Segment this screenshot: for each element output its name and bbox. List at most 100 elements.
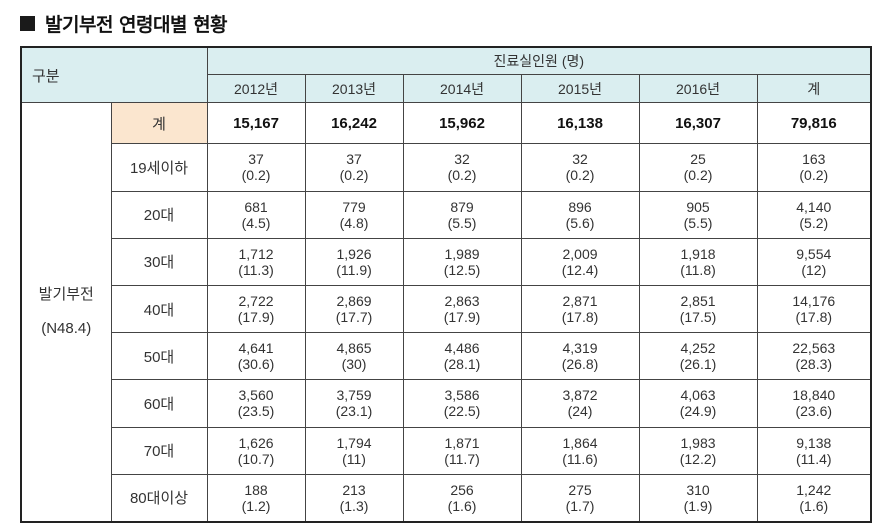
count-value: 188: [244, 481, 268, 498]
table-row: 30대 1,712 (11.3) 1,926 (11.9) 1,989 (12.5) 2,00…: [21, 237, 872, 286]
year-header: 2012년: [206, 74, 306, 104]
count-value: 14,176: [792, 293, 836, 310]
percent-value: (4.8): [339, 214, 369, 231]
data-cell: 3,560 (23.5): [206, 379, 306, 428]
data-cell: 1,926 (11.9): [304, 237, 404, 286]
data-cell: 2,851 (17.5): [638, 284, 758, 334]
data-cell: 25 (0.2): [638, 143, 758, 192]
count-value: 4,140: [796, 198, 832, 215]
percent-value: (4.5): [241, 214, 271, 231]
data-cell: 1,983 (12.2): [638, 426, 758, 475]
data-cell: 779 (4.8): [304, 190, 404, 239]
data-cell: 22,563 (28.3): [756, 332, 872, 381]
count-value: 1,712: [238, 245, 274, 262]
percent-value: (30.6): [237, 356, 275, 373]
percent-value: (30): [341, 356, 367, 373]
percent-value: (11.4): [796, 450, 832, 467]
table-row: 70대 1,626 (10.7) 1,794 (11) 1,871 (11.7) 1,864(…: [21, 426, 872, 475]
count-value: 3,586: [444, 387, 480, 404]
data-cell: 3,759 (23.1): [304, 379, 404, 428]
year-header: 2016년: [638, 74, 758, 104]
age-label: 20대: [110, 190, 208, 239]
data-cell: 3,586 (22.5): [402, 379, 522, 428]
count-value: 896: [568, 198, 592, 215]
data-cell: 879 (5.5): [402, 190, 522, 239]
data-cell: 188 (1.2): [206, 473, 306, 523]
data-cell: 1,918 (11.8): [638, 237, 758, 286]
table-row: 40대 2,722 (17.9) 2,869 (17.7) 2,863 (17.9) 2,87…: [21, 284, 872, 334]
data-cell: 896 (5.6): [520, 190, 640, 239]
data-cell: 905 (5.5): [638, 190, 758, 239]
count-value: 2,869: [336, 293, 372, 310]
percent-value: (23.1): [335, 403, 373, 420]
count-value: 4,319: [562, 340, 598, 357]
group-label: 발기부전 (N48.4): [20, 102, 112, 523]
percent-value: (23.5): [237, 403, 275, 420]
count-value: 9,554: [796, 245, 832, 262]
data-cell: 163 (0.2): [756, 143, 872, 192]
percent-value: (0.2): [447, 167, 477, 184]
percent-value: (5.2): [799, 214, 829, 231]
year-header: 계: [756, 74, 872, 104]
data-cell: 1,242 (1.6): [756, 473, 872, 523]
count-value: 3,560: [238, 387, 274, 404]
percent-value: (1.6): [799, 497, 829, 514]
page-title-row: 발기부전 연령대별 현황: [20, 8, 228, 38]
percent-value: (11.6): [562, 450, 598, 467]
data-cell: 256 (1.6): [402, 473, 522, 523]
percent-value: (1.7): [565, 497, 595, 514]
data-cell: 4,641 (30.6): [206, 332, 306, 381]
total-cell: 16,242: [304, 102, 404, 145]
count-value: 22,563: [792, 340, 836, 357]
percent-value: (11.9): [336, 261, 372, 278]
percent-value: (28.3): [795, 356, 833, 373]
count-value: 4,063: [680, 387, 716, 404]
data-cell: 37 (0.2): [304, 143, 404, 192]
percent-value: (23.6): [795, 403, 833, 420]
count-value: 4,865: [336, 340, 372, 357]
count-value: 1,242: [796, 481, 832, 498]
data-cell: 9,138 (11.4): [756, 426, 872, 475]
data-cell: 18,840 (23.6): [756, 379, 872, 428]
data-cell: 9,554 (12): [756, 237, 872, 286]
count-value: 879: [450, 198, 474, 215]
count-value: 32: [454, 151, 470, 168]
data-cell: 14,176 (17.8): [756, 284, 872, 334]
percent-value: (17.8): [561, 309, 599, 326]
count-value: 2,722: [238, 293, 274, 310]
count-value: 9,138: [796, 434, 832, 451]
page-title: 발기부전 연령대별 현황: [45, 13, 228, 36]
data-cell: 1,794 (11): [304, 426, 404, 475]
table-row: 50대 4,641 (30.6) 4,865 (30) 4,486 (28.1) 4,319(…: [21, 332, 872, 381]
count-value: 2,871: [562, 293, 598, 310]
data-cell: 1,989 (12.5): [402, 237, 522, 286]
percent-value: (1.2): [241, 497, 271, 514]
count-value: 1,871: [444, 434, 480, 451]
total-cell: 79,816: [756, 102, 872, 145]
total-cell: 16,307: [638, 102, 758, 145]
percent-value: (17.9): [443, 309, 481, 326]
year-header: 2013년: [304, 74, 404, 104]
age-label: 19세이하: [110, 143, 208, 192]
total-label: 계: [110, 102, 208, 145]
count-value: 1,983: [680, 434, 716, 451]
data-cell: 681 (4.5): [206, 190, 306, 239]
data-cell: 4,486 (28.1): [402, 332, 522, 381]
data-cell: 1,626 (10.7): [206, 426, 306, 475]
data-cell: 4,865 (30): [304, 332, 404, 381]
percent-value: (17.7): [335, 309, 373, 326]
count-value: 2,009: [562, 245, 598, 262]
data-cell: 4,319 (26.8): [520, 332, 640, 381]
count-value: 163: [802, 151, 826, 168]
total-cell: 15,167: [206, 102, 306, 145]
percent-value: (26.1): [679, 356, 717, 373]
group-label-code: (N48.4): [41, 320, 92, 338]
percent-value: (0.2): [683, 167, 713, 184]
count-value: 3,872: [562, 387, 598, 404]
count-value: 681: [244, 198, 268, 215]
count-value: 25: [690, 151, 706, 168]
percent-value: (12): [801, 261, 827, 278]
age-label: 40대: [110, 284, 208, 334]
percent-value: (11): [342, 450, 366, 467]
corner-header: 구분: [20, 46, 208, 104]
